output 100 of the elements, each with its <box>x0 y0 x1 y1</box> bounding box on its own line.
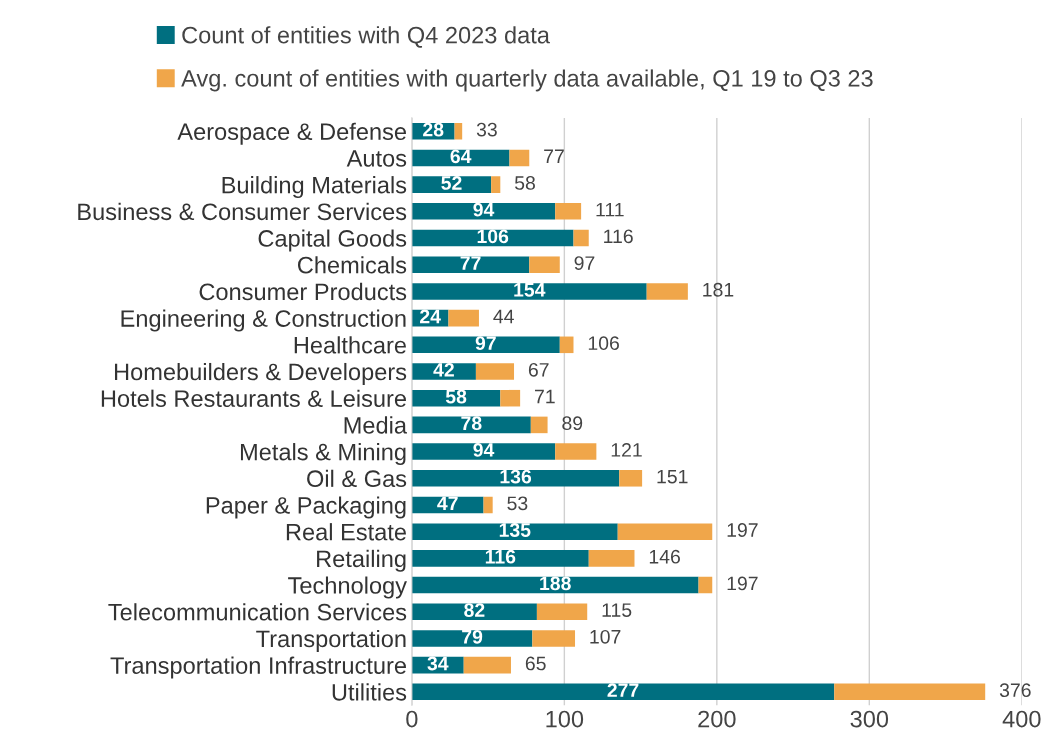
total-label: 107 <box>590 629 621 644</box>
total-label: 71 <box>535 389 555 404</box>
data-label: 116 <box>485 549 516 564</box>
x-tick-label: 200 <box>698 710 736 728</box>
data-label: 135 <box>499 523 531 537</box>
y-tick-label: Aerospace & Defense <box>177 122 406 145</box>
y-tick-label: Real Estate <box>286 523 406 541</box>
y-tick-label: Capital Goods <box>258 229 407 252</box>
total-label: 115 <box>602 603 632 617</box>
y-tick-label: Transportation Infrastructure <box>110 656 406 679</box>
bar <box>555 203 582 220</box>
total-label: 65 <box>525 656 546 671</box>
bar <box>500 389 521 407</box>
y-tick-label: Business & Consumer Services <box>78 202 407 221</box>
legend-label: Avg. count of entities with quarterly data available, Q1 19 to Q3 23 <box>181 69 873 92</box>
bar <box>411 630 533 647</box>
bar <box>411 176 492 193</box>
total-label: 77 <box>544 149 564 163</box>
bar <box>454 122 463 140</box>
data-label: 64 <box>450 149 472 164</box>
y-tick-label: Oil & Gas <box>307 469 407 488</box>
data-label: 79 <box>462 629 483 644</box>
data-label: 42 <box>433 362 454 377</box>
total-label: 146 <box>649 549 680 564</box>
total-label: 151 <box>657 469 688 484</box>
total-label: 53 <box>507 496 528 511</box>
total-label: 33 <box>476 122 497 137</box>
data-label: 58 <box>445 389 467 404</box>
y-tick-label: Healthcare <box>294 336 406 354</box>
bar <box>411 523 618 540</box>
legend-label: Count of entities with Q4 2023 data <box>182 26 550 48</box>
y-tick-label: Technology <box>288 576 407 599</box>
bar <box>411 256 530 273</box>
bar <box>483 496 493 514</box>
data-label: 34 <box>427 656 449 671</box>
data-label: 97 <box>475 336 496 351</box>
total-label: 181 <box>703 282 734 297</box>
data-label: 94 <box>473 443 495 457</box>
total-label: 197 <box>727 523 758 537</box>
total-label: 67 <box>528 362 549 377</box>
total-label: 58 <box>514 176 535 190</box>
x-tick-label: 300 <box>850 710 889 728</box>
bar <box>509 149 530 167</box>
bar <box>573 229 589 247</box>
bar <box>588 550 635 567</box>
bar <box>532 630 576 647</box>
data-label: 47 <box>437 496 458 511</box>
total-label: 44 <box>493 309 514 324</box>
bar <box>411 416 531 434</box>
data-label: 52 <box>441 176 462 190</box>
bar <box>411 283 647 300</box>
data-label: 28 <box>423 122 444 137</box>
bar <box>448 309 479 327</box>
bar <box>619 470 643 487</box>
bar <box>536 603 588 621</box>
bar <box>411 336 560 354</box>
y-tick-label: Chemicals <box>297 256 407 274</box>
bar <box>559 336 574 354</box>
y-tick-label: Retailing <box>317 549 406 572</box>
y-tick-label: Homebuilders & Developers <box>114 362 407 385</box>
total-label: 89 <box>562 416 583 431</box>
bar <box>834 683 986 701</box>
data-label: 188 <box>540 576 571 591</box>
y-tick-label: Hotels Restaurants & Leisure <box>101 389 406 407</box>
total-label: 116 <box>604 229 633 244</box>
y-tick-label: Utilities <box>332 683 407 701</box>
data-label: 82 <box>464 603 485 617</box>
data-label: 106 <box>477 229 509 244</box>
y-tick-label: Telecommunication Services <box>108 603 407 621</box>
bar <box>646 283 688 300</box>
total-label: 111 <box>596 202 624 217</box>
data-label: 77 <box>460 256 481 270</box>
y-tick-label: Paper & Packaging <box>206 496 406 519</box>
total-label: 121 <box>611 443 642 457</box>
y-tick-label: Building Materials <box>222 176 407 199</box>
bar <box>530 416 548 434</box>
bar <box>411 550 589 567</box>
bar <box>411 683 835 701</box>
total-label: 106 <box>588 336 619 351</box>
x-tick-label: 100 <box>546 710 584 728</box>
bar <box>617 523 713 540</box>
y-tick-label: Transportation <box>256 629 406 652</box>
y-tick-label: Autos <box>346 150 407 167</box>
y-tick-label: Media <box>344 416 408 434</box>
data-label: 78 <box>461 416 482 431</box>
bar <box>491 176 501 193</box>
bar <box>529 256 560 273</box>
bar <box>698 576 713 594</box>
bar <box>411 576 699 594</box>
data-label: 24 <box>420 309 441 324</box>
total-label: 97 <box>574 256 595 270</box>
data-label: 94 <box>473 202 495 217</box>
y-tick-label: Consumer Products <box>199 282 407 301</box>
total-label: 376 <box>999 683 1031 698</box>
bar <box>411 443 556 460</box>
bar <box>411 603 537 621</box>
data-label: 136 <box>500 469 532 484</box>
bar <box>411 203 556 220</box>
data-label: 154 <box>514 283 546 297</box>
bar <box>411 470 620 487</box>
